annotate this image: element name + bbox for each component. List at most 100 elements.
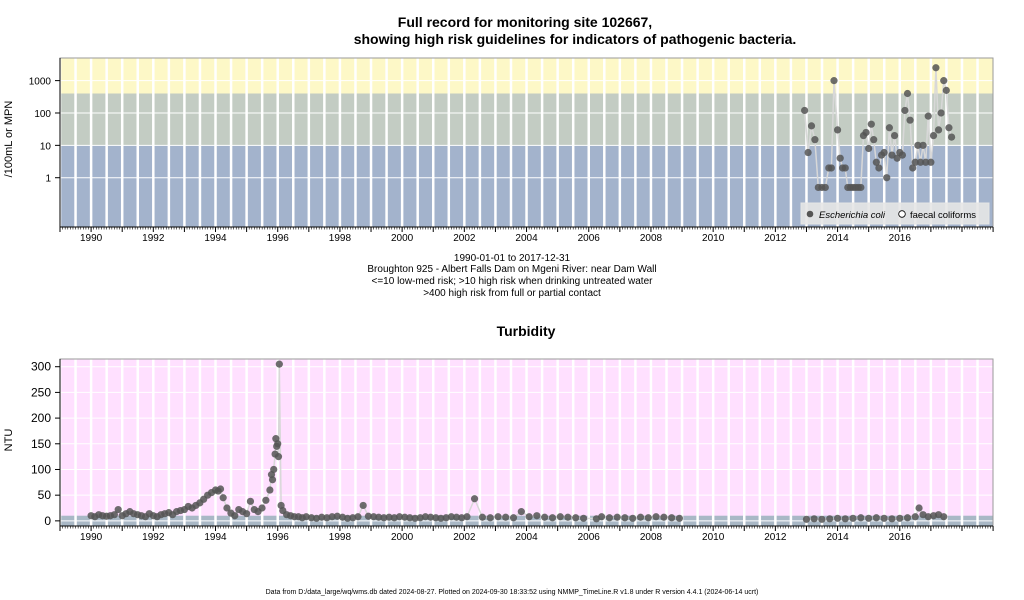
x-tick-label: 2002 xyxy=(453,233,476,244)
data-point xyxy=(927,158,935,166)
data-point xyxy=(865,144,873,153)
y-tick-label: 200 xyxy=(31,411,51,425)
y-tick-label: 300 xyxy=(31,360,51,374)
legend-marker-faecal-coliforms xyxy=(898,210,906,218)
x-tick-label: 2004 xyxy=(515,233,538,244)
data-point xyxy=(564,513,572,521)
y-tick-label: 150 xyxy=(31,437,51,451)
data-point xyxy=(328,513,336,521)
data-point xyxy=(274,453,283,461)
data-point xyxy=(274,440,282,448)
x-tick-label: 1992 xyxy=(142,233,165,244)
data-point xyxy=(867,120,875,128)
x-tick-label: 2014 xyxy=(826,532,849,543)
y-tick-label: 1 xyxy=(45,174,51,185)
footer-note: Data from D:/data_large/wq/wms.db dated … xyxy=(265,589,759,596)
data-point xyxy=(821,183,829,192)
data-point xyxy=(411,514,419,522)
data-point xyxy=(849,514,857,522)
data-point xyxy=(903,514,912,522)
data-point xyxy=(219,494,227,502)
data-point xyxy=(270,465,278,474)
data-point xyxy=(675,514,684,522)
data-point xyxy=(354,513,362,521)
caption-risk-line1: <=10 low-med risk; >10 high risk when dr… xyxy=(371,276,653,287)
data-point xyxy=(872,158,880,166)
data-point xyxy=(883,174,891,182)
data-point xyxy=(421,513,430,521)
data-point xyxy=(875,164,883,172)
data-point xyxy=(903,89,912,98)
data-point xyxy=(906,116,914,124)
data-point xyxy=(911,513,919,521)
data-point xyxy=(934,126,943,134)
data-point xyxy=(621,514,629,522)
data-point xyxy=(486,514,494,522)
caption-site: Broughton 925 - Albert Falls Dam on Mgen… xyxy=(367,264,657,275)
data-point xyxy=(478,513,487,521)
data-point xyxy=(924,112,932,120)
data-point xyxy=(364,512,372,520)
data-point xyxy=(114,505,122,514)
x-tick-label: 2002 xyxy=(453,532,476,543)
data-point xyxy=(652,513,660,521)
chart1-title-line2: showing high risk guidelines for indicat… xyxy=(353,31,797,47)
legend-marker-ecoli xyxy=(806,210,814,218)
data-point xyxy=(915,504,923,512)
x-tick-label: 1996 xyxy=(267,532,290,543)
chart2-title: Turbidity xyxy=(496,323,556,339)
data-point xyxy=(836,154,844,162)
y-tick-label: 10 xyxy=(40,141,52,152)
data-point xyxy=(385,513,393,521)
data-point xyxy=(509,514,518,522)
data-point xyxy=(380,514,388,522)
data-point xyxy=(572,514,580,522)
data-point xyxy=(932,64,940,72)
data-point xyxy=(841,515,849,523)
data-point xyxy=(262,496,270,504)
data-point xyxy=(223,504,231,512)
x-tick-label: 1994 xyxy=(204,233,227,244)
data-point xyxy=(800,106,809,115)
data-point xyxy=(857,183,865,192)
legend-label-faecal-coliforms: faecal coliforms xyxy=(910,210,976,221)
data-point xyxy=(406,514,414,522)
data-point xyxy=(266,486,274,494)
data-point xyxy=(893,154,901,162)
data-point xyxy=(494,513,502,521)
data-point xyxy=(911,158,919,166)
x-tick-label: 2006 xyxy=(578,532,601,543)
data-point xyxy=(888,515,896,523)
data-point xyxy=(426,513,435,521)
data-point xyxy=(629,514,637,522)
data-point xyxy=(275,360,283,368)
data-point xyxy=(636,513,645,521)
x-tick-label: 2010 xyxy=(702,233,725,244)
data-point xyxy=(870,136,878,144)
data-point xyxy=(437,514,445,522)
data-point xyxy=(888,151,896,159)
legend: Escherichia coli faecal coliforms xyxy=(800,202,990,225)
x-tick-label: 1996 xyxy=(267,233,290,244)
data-point xyxy=(826,515,834,523)
plot-area xyxy=(60,359,993,526)
data-point xyxy=(833,126,842,134)
data-point xyxy=(268,476,277,484)
data-point xyxy=(929,132,938,140)
caption-date-range: 1990-01-01 to 2017-12-31 xyxy=(453,253,571,264)
x-tick-label: 2000 xyxy=(391,233,414,244)
data-point xyxy=(880,514,888,522)
data-point xyxy=(818,515,826,523)
data-point xyxy=(644,514,652,522)
data-point xyxy=(940,513,948,521)
x-tick-label: 2016 xyxy=(889,532,912,543)
x-tick-label: 2008 xyxy=(640,233,663,244)
data-point xyxy=(668,514,676,522)
ecoli-scatter-chart: 1990 1992 1994 1996 1998 2000 2002 2004 2006 2008… xyxy=(29,57,994,244)
data-point xyxy=(901,106,909,115)
data-point xyxy=(940,77,948,85)
x-tick-label: 2014 xyxy=(826,233,849,244)
x-tick-label: 2016 xyxy=(889,233,912,244)
data-point xyxy=(922,158,930,166)
x-tick-label: 2012 xyxy=(764,532,787,543)
